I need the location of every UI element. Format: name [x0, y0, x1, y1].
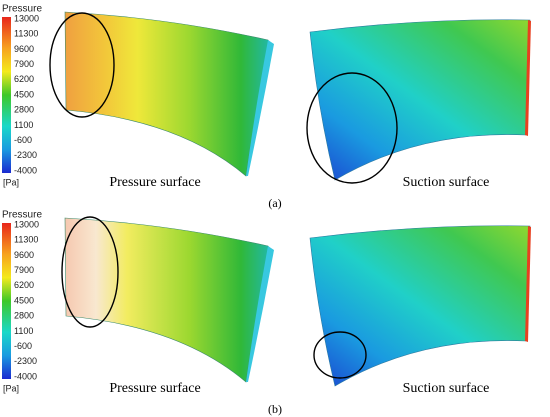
colorbar-tick-label: -4000 — [14, 165, 37, 175]
highlight-ellipse — [306, 72, 398, 184]
colorbar-tick-label: 11300 — [14, 29, 38, 39]
colorbar-tick-label: -600 — [14, 341, 32, 351]
colorbar-unit: [Pa] — [3, 383, 19, 393]
colorbar-title: Pressure — [2, 4, 42, 15]
colorbar-tick-label: 4500 — [14, 295, 34, 305]
highlight-ellipse — [61, 216, 119, 328]
pressure-surface-blade — [64, 11, 273, 177]
colorbar-tick-label: 9600 — [14, 44, 34, 54]
colorbar-tick-label: -600 — [14, 135, 32, 145]
colorbar-tick-label: -2300 — [14, 356, 37, 366]
blade-edge — [246, 246, 274, 382]
colorbar — [2, 17, 11, 173]
suction-surface-blade — [309, 19, 531, 181]
blade-edge — [246, 40, 274, 176]
colorbar-tick-label: 1100 — [14, 120, 33, 130]
surface-label: Suction surface — [403, 175, 490, 190]
colorbar — [2, 223, 11, 379]
surface-label: Pressure surface — [109, 381, 200, 396]
colorbar-tick-label: 4500 — [14, 89, 34, 99]
colorbar-tick-label: 7900 — [14, 265, 34, 275]
colorbar-tick-label: 11300 — [14, 235, 38, 245]
colorbar-tick-label: 2800 — [14, 311, 34, 321]
colorbar-tick-label: -4000 — [14, 371, 37, 381]
colorbar-tick-label: 2800 — [14, 105, 34, 115]
panel-label: (b) — [268, 402, 282, 416]
colorbar-tick-label: 9600 — [14, 250, 34, 260]
colorbar-tick-label: 13000 — [14, 219, 39, 229]
trailing-edge — [525, 226, 531, 342]
trailing-edge — [525, 20, 531, 136]
colorbar-tick-label: 7900 — [14, 59, 34, 69]
colorbar-tick-label: 6200 — [14, 280, 34, 290]
colorbar-title: Pressure — [2, 210, 42, 221]
highlight-ellipse — [313, 331, 367, 379]
colorbar-unit: [Pa] — [3, 177, 19, 187]
colorbar-tick-label: 6200 — [14, 74, 34, 84]
highlight-ellipse — [49, 12, 115, 118]
colorbar-tick-label: 13000 — [14, 13, 39, 23]
pressure-surface-blade — [64, 217, 273, 383]
panel-label: (a) — [268, 196, 281, 210]
suction-surface-blade — [309, 225, 531, 387]
surface-label: Suction surface — [403, 381, 490, 396]
colorbar-tick-label: 1100 — [14, 326, 33, 336]
colorbar-tick-label: -2300 — [14, 150, 37, 160]
surface-label: Pressure surface — [109, 175, 200, 190]
